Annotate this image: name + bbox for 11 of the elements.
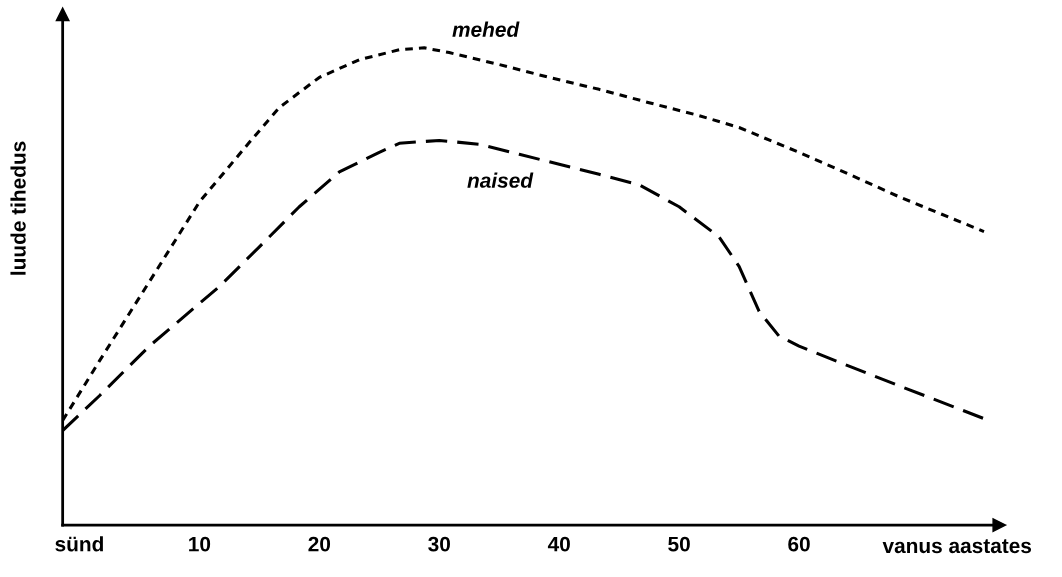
series-label: mehed <box>452 21 520 37</box>
x-tick-label: 60 <box>788 536 810 552</box>
x-axis-title: vanus aastates <box>882 539 1032 554</box>
y-axis-title: luude tihedus <box>10 141 26 275</box>
x-tick-label: sünd <box>55 536 103 552</box>
series-label: naised <box>467 172 534 188</box>
x-tick-label: 50 <box>668 536 690 552</box>
x-tick-label: 10 <box>189 536 211 552</box>
x-tick-label: 20 <box>308 536 331 552</box>
x-tick-label: 30 <box>428 536 450 552</box>
x-tick-label: 40 <box>547 536 570 552</box>
